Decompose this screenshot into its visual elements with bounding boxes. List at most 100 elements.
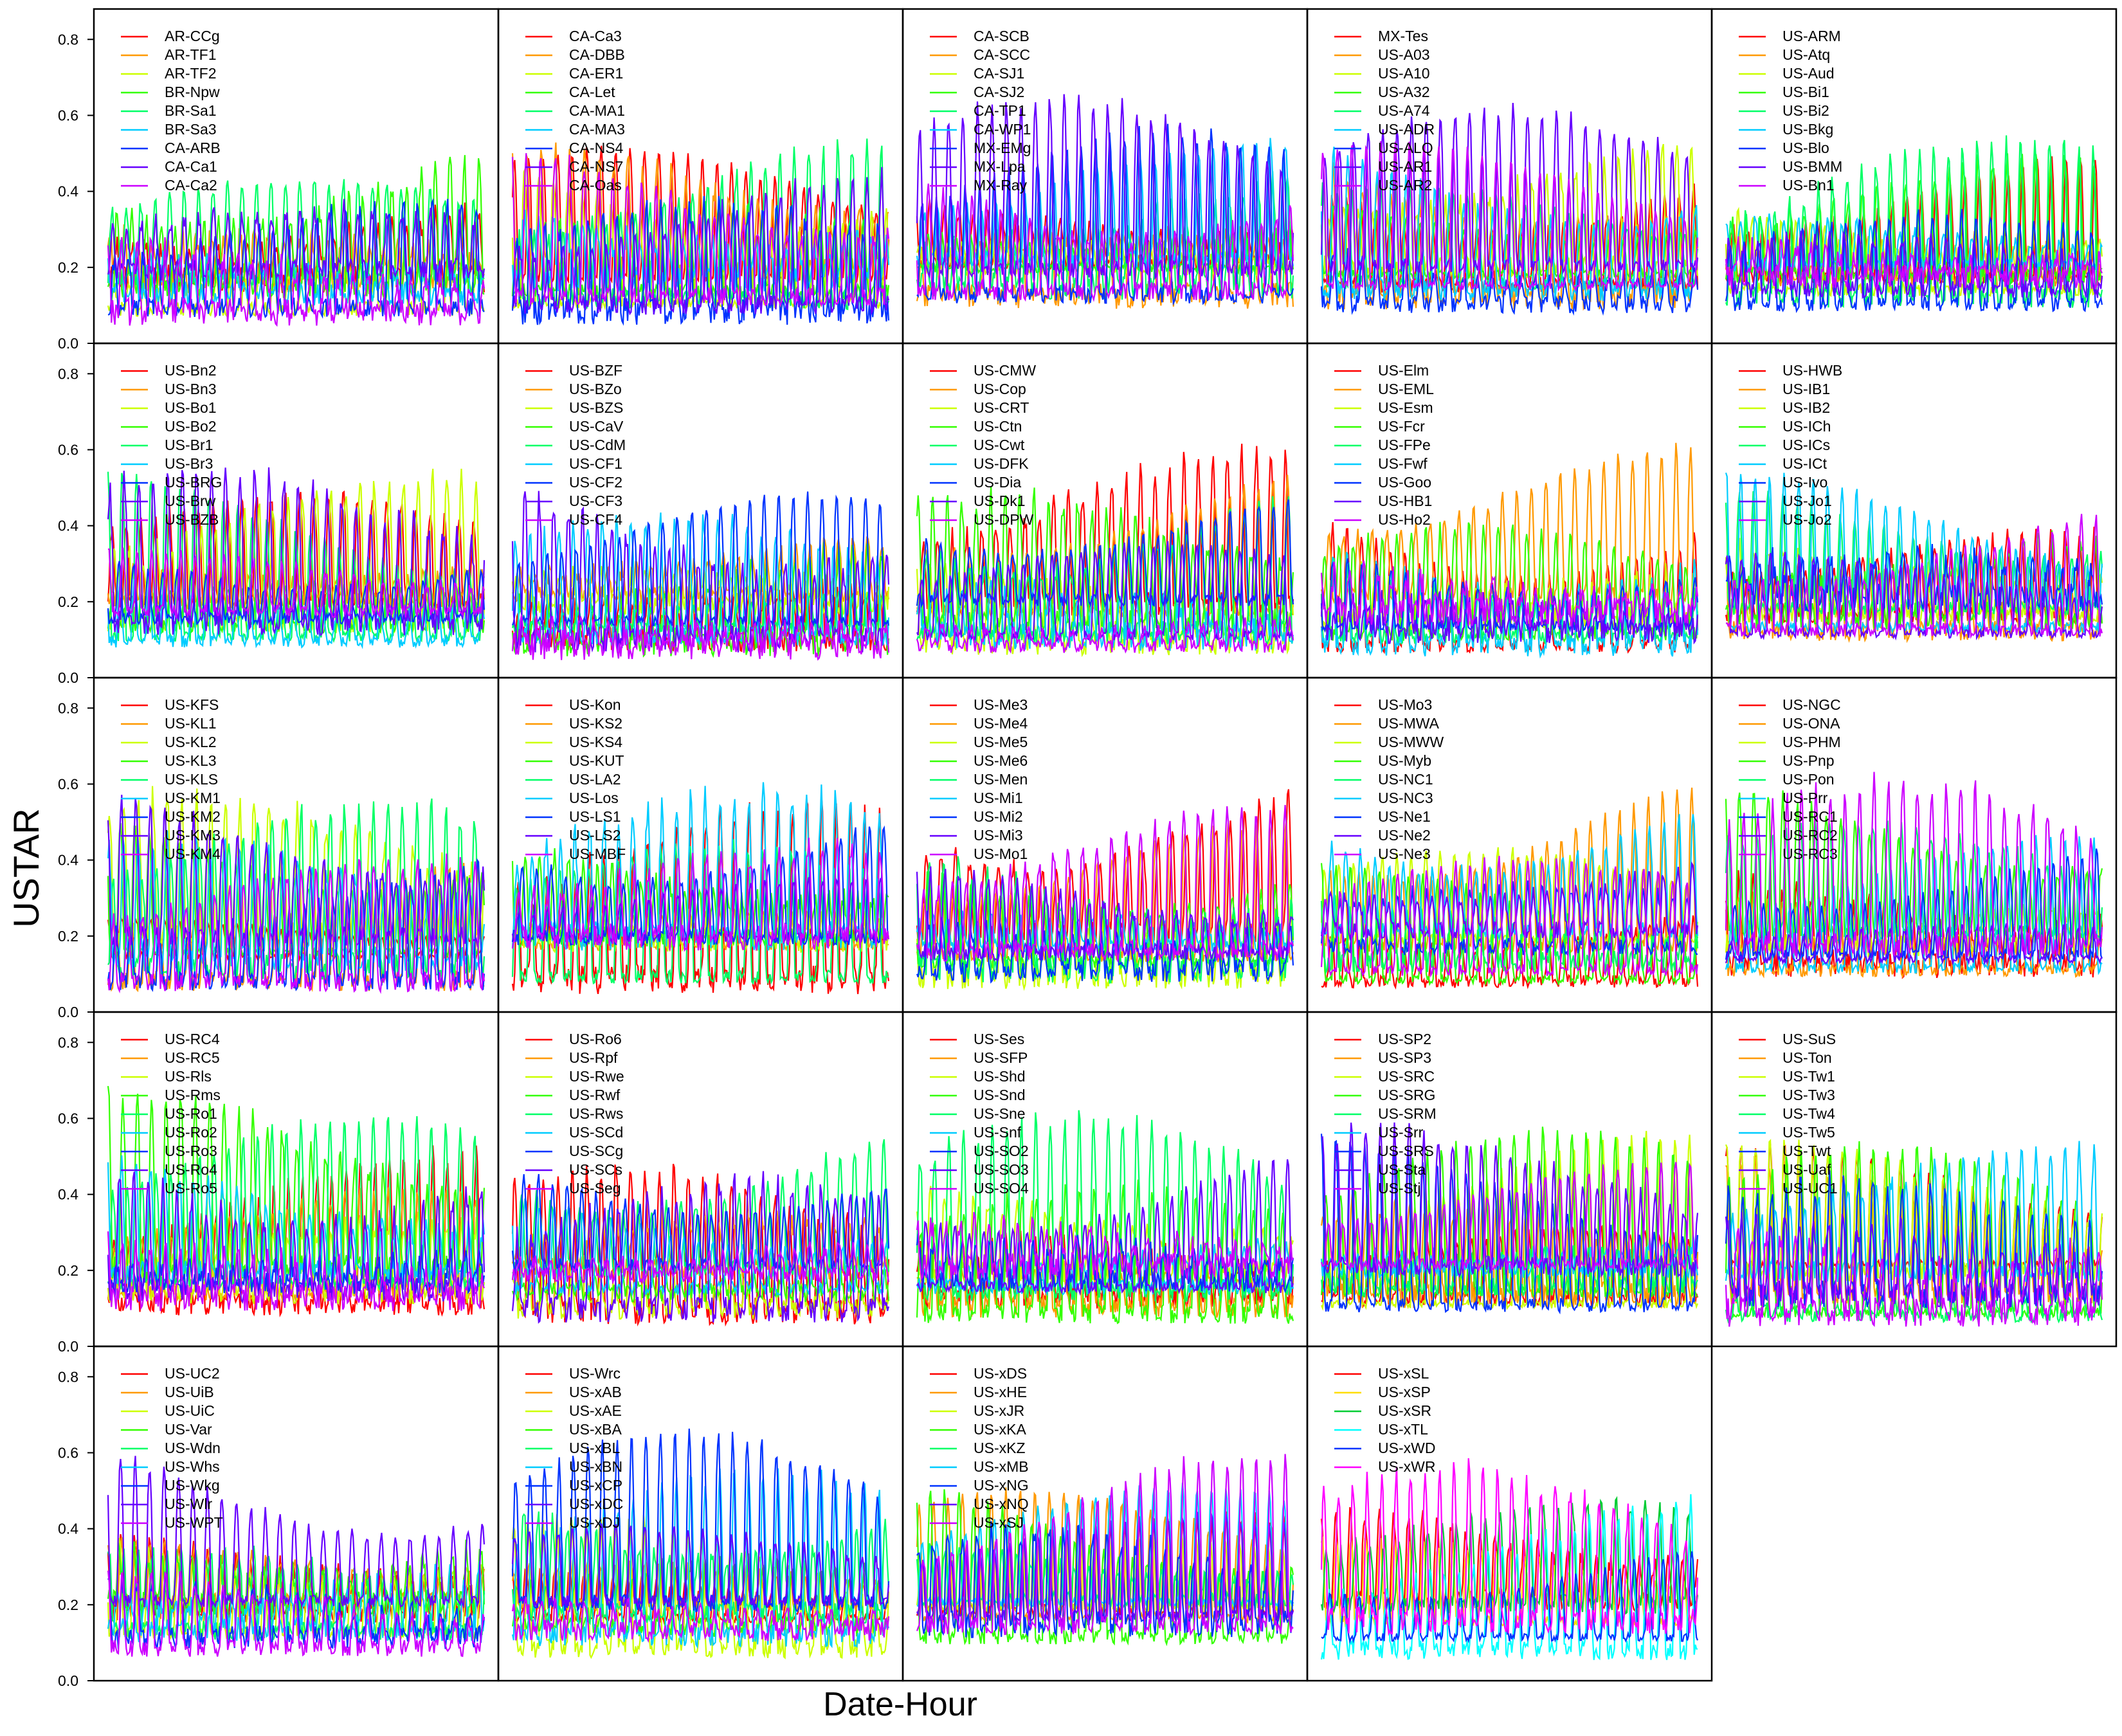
series-line-MX-Ray bbox=[916, 183, 1294, 303]
series-line-US-CaV bbox=[511, 541, 890, 658]
panel-8: US-CMW US-Cop US-CRT US-Ctn US-Cwt US-DFK US-D… bbox=[902, 342, 1309, 679]
legend-label: US-Me4 bbox=[974, 715, 1028, 732]
legend-label: US-BRG bbox=[165, 474, 222, 491]
legend-label: US-KS2 bbox=[569, 715, 622, 732]
legend-label: US-KLS bbox=[165, 771, 218, 788]
y-tick-label: 0.4 bbox=[58, 518, 78, 534]
legend-label: US-SP2 bbox=[1378, 1031, 1431, 1047]
series-line-MX-Lpa bbox=[916, 94, 1294, 280]
panel-23: US-xDS US-xHE US-xJR US-xKA US-xKZ US-xMB US-x… bbox=[902, 1345, 1309, 1682]
series-line-BR-Npw bbox=[107, 155, 485, 299]
series-line-US-LS1 bbox=[511, 825, 889, 947]
series-line-US-SO3 bbox=[916, 1159, 1294, 1296]
legend-label: US-Wdn bbox=[165, 1440, 221, 1456]
legend-label: AR-TF2 bbox=[165, 65, 217, 82]
legend-label: US-xMB bbox=[974, 1458, 1029, 1475]
legend-label: US-SO3 bbox=[974, 1161, 1029, 1178]
legend-label: US-CMW bbox=[974, 362, 1036, 379]
legend-label: US-A03 bbox=[1378, 46, 1430, 63]
y-tick-label: 0.6 bbox=[58, 1444, 78, 1461]
series-line-US-Dk1 bbox=[916, 541, 1294, 643]
legend-label: US-Goo bbox=[1378, 474, 1431, 491]
legend-label: US-UC2 bbox=[165, 1365, 220, 1382]
series-line-US-Dia bbox=[916, 499, 1294, 608]
legend-label: US-LA2 bbox=[569, 771, 621, 788]
legend-label: US-Fcr bbox=[1378, 418, 1425, 435]
legend-label: US-HWB bbox=[1782, 362, 1842, 379]
panel-frame bbox=[1710, 1011, 2117, 1348]
legend-label: US-CF3 bbox=[569, 493, 622, 509]
legend-label: US-Los bbox=[569, 790, 619, 806]
legend-label: US-Wrc bbox=[569, 1365, 621, 1382]
legend-label: US-Blo bbox=[1782, 140, 1829, 156]
legend-label: US-ICh bbox=[1782, 418, 1831, 435]
panel-17: US-Ro6 US-Rpf US-Rwe US-Rwf US-Rws US-SCd US-S… bbox=[497, 1011, 904, 1348]
y-tick-label: 0.2 bbox=[58, 928, 78, 945]
legend-label: US-RC1 bbox=[1782, 808, 1838, 825]
legend-label: US-Ro2 bbox=[165, 1124, 217, 1141]
series-line-US-HB1 bbox=[1320, 587, 1699, 645]
legend-label: CA-NS7 bbox=[569, 158, 623, 175]
legend-label: US-Bo2 bbox=[165, 418, 217, 435]
legend-label: US-Esm bbox=[1378, 399, 1433, 416]
legend-label: US-Bn1 bbox=[1782, 177, 1835, 194]
series-line-US-Mo1 bbox=[916, 804, 1294, 963]
legend-label: US-Ton bbox=[1782, 1049, 1832, 1066]
legend-label: CA-Ca3 bbox=[569, 28, 622, 44]
legend-label: US-SRM bbox=[1378, 1105, 1437, 1122]
legend-label: US-Jo1 bbox=[1782, 493, 1832, 509]
legend-label: US-Whs bbox=[165, 1458, 220, 1475]
series-line-US-DFK bbox=[916, 579, 1294, 651]
series-line-US-SCs bbox=[511, 1171, 890, 1324]
legend-label: US-SCs bbox=[569, 1161, 622, 1178]
legend-label: US-KL2 bbox=[165, 734, 217, 750]
y-tick-label: 0.2 bbox=[58, 1596, 78, 1613]
legend-label: US-Rwe bbox=[569, 1068, 624, 1085]
legend-label: CA-MA1 bbox=[569, 102, 625, 119]
legend-label: US-CdM bbox=[569, 437, 626, 453]
series-line-CA-NS7 bbox=[512, 167, 890, 316]
series-line-US-Sta bbox=[1321, 1122, 1699, 1278]
legend-label: US-Bi1 bbox=[1782, 84, 1829, 100]
legend-label: US-SCd bbox=[569, 1124, 623, 1141]
legend-label: US-NGC bbox=[1782, 696, 1841, 713]
legend-label: US-Cwt bbox=[974, 437, 1025, 453]
y-tick-label: 0.6 bbox=[58, 775, 78, 792]
legend-label: US-ONA bbox=[1782, 715, 1840, 732]
legend-label: US-ALQ bbox=[1378, 140, 1433, 156]
series-line-US-xSJ bbox=[916, 1454, 1294, 1636]
legend-label: US-xWR bbox=[1378, 1458, 1435, 1475]
legend-label: US-Ivo bbox=[1782, 474, 1827, 491]
panel-13: US-Me3 US-Me4 US-Me5 US-Me6 US-Men US-Mi1 US-M… bbox=[902, 676, 1309, 1013]
legend-label: US-CF4 bbox=[569, 511, 622, 528]
legend-label: US-Var bbox=[165, 1421, 212, 1438]
legend-label: US-RC2 bbox=[1782, 827, 1838, 844]
legend-label: CA-Oas bbox=[569, 177, 622, 194]
x-axis-title: Date-Hour bbox=[823, 1686, 977, 1723]
legend-label: CA-NS4 bbox=[569, 140, 624, 156]
legend-label: CA-WP1 bbox=[974, 121, 1031, 138]
legend-label: US-Dk1 bbox=[974, 493, 1026, 509]
legend-label: US-WPT bbox=[165, 1514, 223, 1531]
series-line-US-SRS bbox=[1320, 1134, 1699, 1315]
legend-label: US-LS2 bbox=[569, 827, 621, 844]
panel-18: US-Ses US-SFP US-Shd US-Snd US-Sne US-Snf US-S… bbox=[902, 1011, 1309, 1348]
panel-10: US-HWB US-IB1 US-IB2 US-ICh US-ICs US-ICt US-I… bbox=[1710, 342, 2117, 679]
panel-19: US-SP2 US-SP3 US-SRC US-SRG US-SRM US-Srr US-S… bbox=[1306, 1011, 1713, 1348]
legend-label: US-xBA bbox=[569, 1421, 622, 1438]
series-line-US-xWR bbox=[1320, 1458, 1699, 1636]
legend-label: CA-ER1 bbox=[569, 65, 623, 82]
legend-label: US-xHE bbox=[974, 1384, 1027, 1400]
panel-2: CA-Ca3 CA-DBB CA-ER1 CA-Let CA-MA1 CA-MA3 CA-N… bbox=[497, 8, 904, 345]
legend-label: CA-TP1 bbox=[974, 102, 1026, 119]
panel-4: MX-Tes US-A03 US-A10 US-A32 US-A74 US-ADR US-A… bbox=[1306, 8, 1713, 345]
legend-label: US-Stj bbox=[1378, 1180, 1420, 1197]
panel-20: US-SuS US-Ton US-Tw1 US-Tw3 US-Tw4 US-Tw5 US-T… bbox=[1710, 1011, 2117, 1348]
series-line-US-xWD bbox=[1321, 1551, 1699, 1644]
series-line-US-Seg bbox=[511, 1238, 890, 1285]
legend-label: US-Ho2 bbox=[1378, 511, 1431, 528]
legend-label: US-Elm bbox=[1378, 362, 1429, 379]
legend-label: CA-MA3 bbox=[569, 121, 625, 138]
legend-label: US-Jo2 bbox=[1782, 511, 1832, 528]
